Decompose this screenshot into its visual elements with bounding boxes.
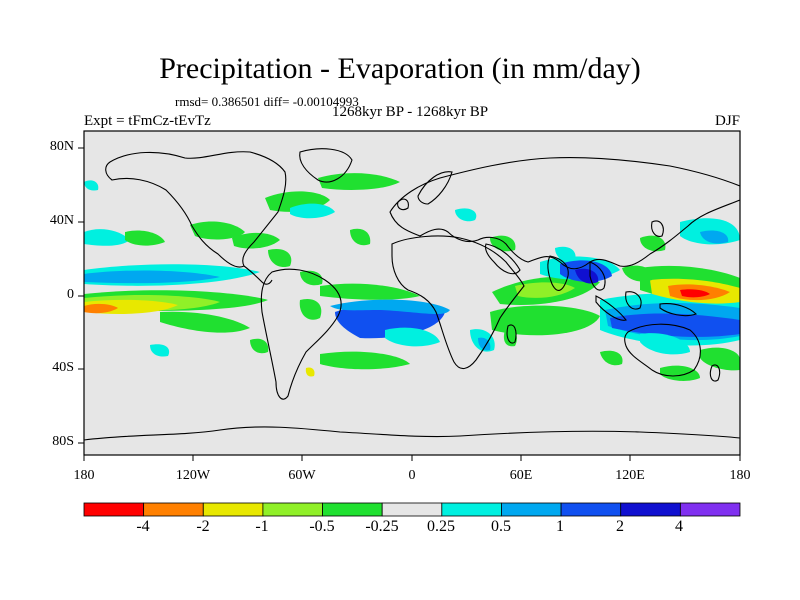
coast-antarctica [84,426,740,441]
contour-fields [84,173,740,381]
field-itcz-blue [84,270,220,284]
colorbar [83,502,741,517]
coast-south-america [260,268,342,400]
coast-australia [624,323,701,377]
coast-borneo [625,291,642,310]
colorbar-label: -0.5 [309,518,335,535]
axis-ticks [78,147,741,461]
colorbar-label: 0.25 [427,518,455,535]
field-amazon-green [268,248,292,268]
field-wio-yellowgreen [515,282,575,298]
coastlines [84,148,740,441]
field-satl-green [320,351,410,370]
field-natl-cyan [290,203,335,219]
lat-label-eq: 0 [67,287,74,302]
lon-label-120w: 120W [175,468,211,483]
lon-label-180e: 180 [729,468,751,483]
field-sub-orange [84,303,118,314]
field-tatl-cyan [330,299,450,315]
lat-label-40s: 40S [52,360,74,375]
field-austr-cyan [640,333,690,355]
experiment-label: Expt = tFmCz-tEvTz [84,113,211,129]
lat-label-80n: 80N [49,139,74,154]
lat-label-80s: 80S [52,434,74,449]
field-japan-green [640,235,666,252]
colorbar-swatch [143,502,204,517]
plot-title: Precipitation - Evaporation (in mm/day) [159,52,641,85]
colorbar-swatch [381,502,443,517]
lon-label-60e: 60E [509,468,533,483]
coast-japan [651,220,664,237]
coast-africa [391,235,525,370]
coast-central-america [243,265,273,285]
field-npac-green [190,221,245,240]
field-atl-green [350,228,371,246]
field-sepac-green [160,311,250,333]
colorbar-swatch [322,502,383,517]
colorbar-swatch [83,502,145,517]
lon-label-180w: 180 [73,468,95,483]
field-eur-green [318,173,400,190]
colorbar-label: 1 [556,518,564,535]
colorbar-label: 2 [616,518,624,535]
field-sw-pac-green2 [700,347,740,371]
coast-arabia [484,243,521,275]
coast-scandinavia [417,171,453,205]
field-brazil-green [299,298,322,320]
coast-eurasia [389,156,740,270]
field-sio-green [490,305,600,336]
stats-line: rmsd= 0.386501 diff= -0.00104993 [175,94,359,109]
coast-indochina [589,261,606,291]
field-nlat-cyan [84,180,99,191]
colorbar-swatch [620,502,681,517]
field-sa-east-green [300,270,323,286]
colorbar-label: -2 [196,518,210,535]
colorbar-swatch [501,502,562,517]
field-sw-pac-green [660,365,700,381]
colorbar-label: 0.5 [491,518,511,535]
colorbar-swatch [560,502,622,517]
season-label: DJF [714,113,740,129]
lon-label-60w: 60W [288,468,316,483]
coast-sumatra [595,295,627,321]
colorbar-swatch [679,502,741,517]
field-npac-green2 [125,230,165,246]
coast-india [547,255,569,291]
field-eio-dark [575,268,599,284]
field-tatl-green [320,283,420,300]
field-safr-blue [478,337,491,351]
colorbar-swatch [202,502,264,517]
coast-uk [397,198,409,211]
field-satl-cyan [385,327,440,347]
lat-label-40n: 40N [49,213,74,228]
period-label: 1268kyr BP - 1268kyr BP [331,104,489,120]
coast-new-guinea [659,303,698,317]
field-chile-green [250,338,269,354]
field-pac-cyan-south [150,344,170,357]
field-asia-cyan [455,208,477,222]
field-phil-green [622,265,653,282]
coast-new-zealand [709,364,721,382]
lon-label-0: 0 [408,468,416,483]
colorbar-label: -4 [136,518,150,535]
colorbar-label: -0.25 [365,518,399,535]
lon-label-120e: 120E [615,468,645,483]
coast-madagascar [506,324,517,344]
field-soceanS-green [600,350,623,366]
field-npacE-blue [700,230,729,244]
field-npac-cyan [84,229,130,246]
colorbar-swatch [262,502,323,517]
field-eastus-green [232,232,280,249]
colorbar-swatch [441,502,502,517]
coast-north-america [105,151,287,268]
coast-greenland [299,148,353,183]
colorbar-label: -1 [255,518,269,535]
field-seatl-yellow [305,367,315,377]
colorbar-label: 4 [675,518,683,535]
field-png-red [680,289,710,298]
